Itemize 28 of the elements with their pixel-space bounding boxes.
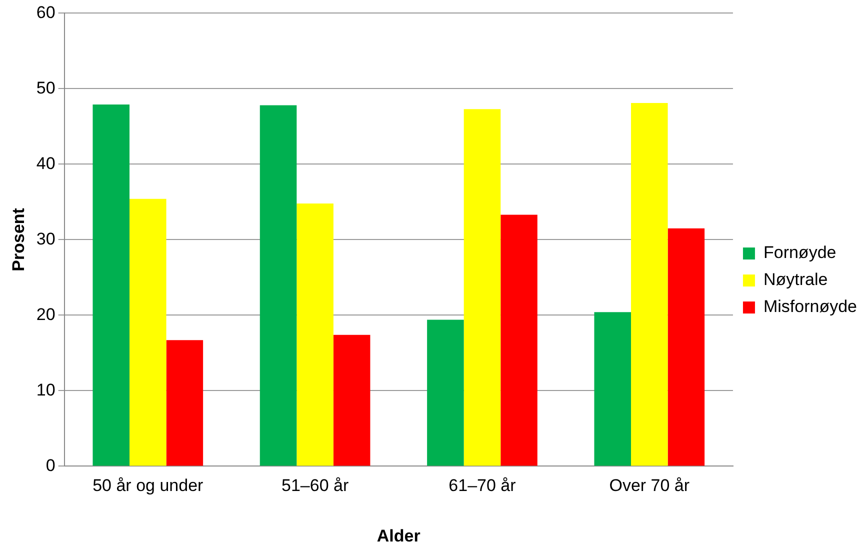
y-tick-label: 10 (36, 380, 56, 400)
y-axis-title: Prosent (8, 208, 28, 272)
x-tick-label: 50 år og under (92, 476, 204, 496)
x-axis-title: Alder (376, 526, 421, 546)
bar (668, 228, 705, 466)
bar (296, 203, 334, 466)
y-tick-label: 30 (36, 229, 56, 248)
bar (631, 103, 668, 466)
y-tick-label: 0 (46, 456, 56, 475)
legend-label: Nøytrale (763, 270, 828, 290)
y-tick-label: 50 (36, 78, 56, 98)
y-tick-label: 40 (36, 154, 56, 173)
x-tick-label: Over 70 år (609, 476, 690, 496)
y-tick-label: 20 (36, 304, 56, 324)
bar (427, 320, 464, 466)
x-tick-label: 51–60 år (281, 476, 349, 496)
bar (260, 105, 297, 466)
bar (464, 109, 501, 466)
bar (594, 312, 632, 466)
legend-label: Fornøyde (763, 243, 836, 262)
y-tick-label: 60 (36, 2, 56, 22)
bar (130, 198, 166, 466)
bar (166, 340, 204, 466)
bar (500, 214, 538, 466)
bar (92, 104, 130, 466)
x-tick-label: 61–70 år (448, 476, 516, 496)
bar (333, 334, 370, 466)
legend-label: Misfornøyde (763, 297, 858, 316)
